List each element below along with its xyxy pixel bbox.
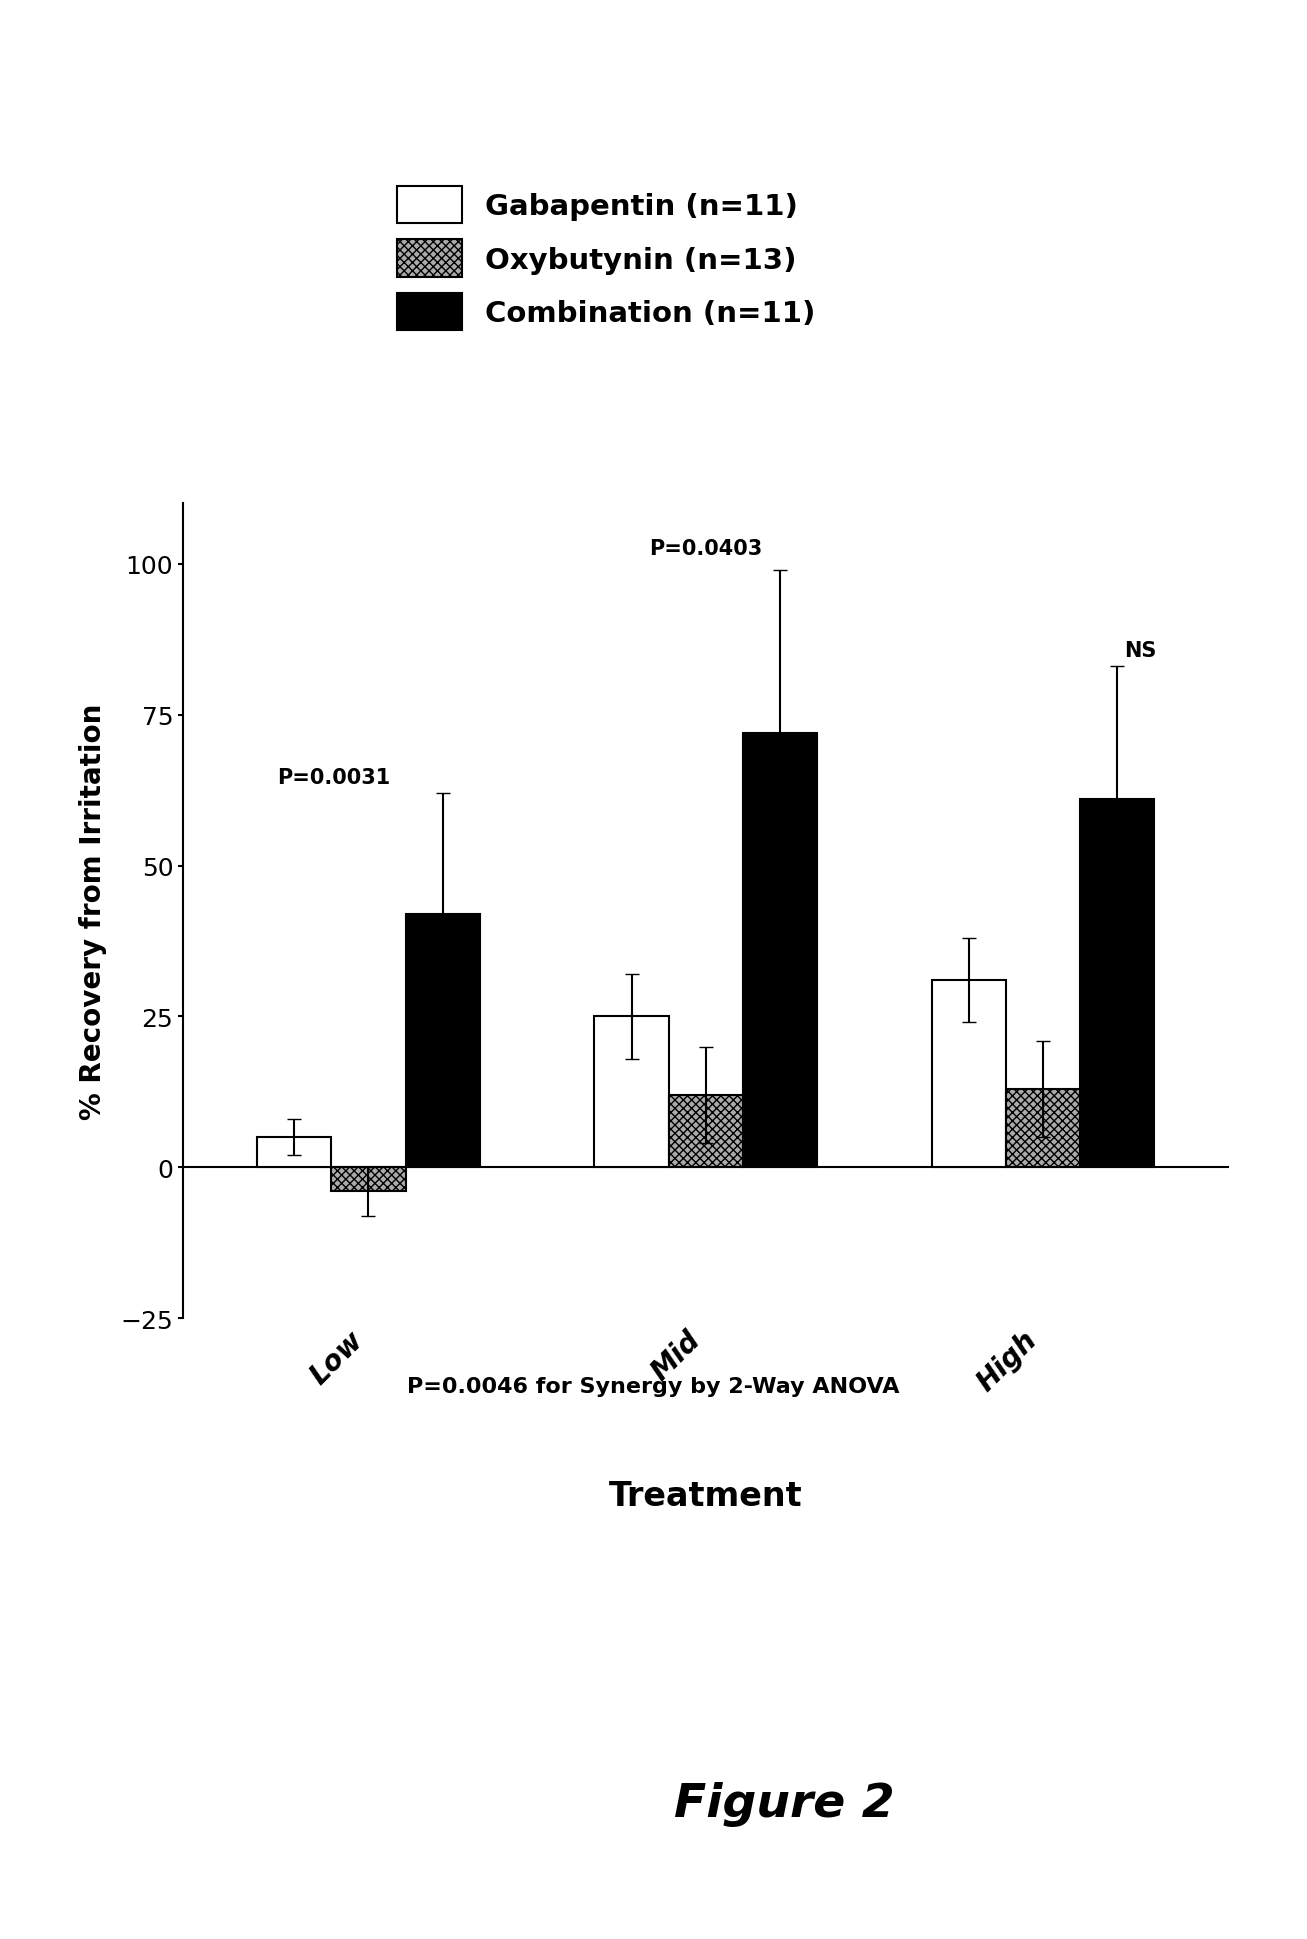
Bar [1006,1090,1080,1167]
Bar [595,1016,669,1167]
Text: P=0.0031: P=0.0031 [277,768,391,787]
Text: NS: NS [1124,642,1157,661]
Bar [932,981,1006,1167]
Y-axis label: % Recovery from Irritation: % Recovery from Irritation [78,704,107,1119]
Text: Figure 2: Figure 2 [674,1780,894,1827]
Legend: Gabapentin (n=11), Oxybutynin (n=13), Combination (n=11): Gabapentin (n=11), Oxybutynin (n=13), Co… [386,175,827,343]
Bar [1080,799,1154,1167]
X-axis label: Treatment: Treatment [609,1479,802,1512]
Bar [332,1167,405,1192]
Text: P=0.0403: P=0.0403 [650,539,762,558]
Bar [405,915,480,1167]
Text: P=0.0046 for Synergy by 2-Way ANOVA: P=0.0046 for Synergy by 2-Way ANOVA [408,1377,899,1396]
Bar [257,1138,332,1167]
Bar [742,733,817,1167]
Bar [669,1096,742,1167]
